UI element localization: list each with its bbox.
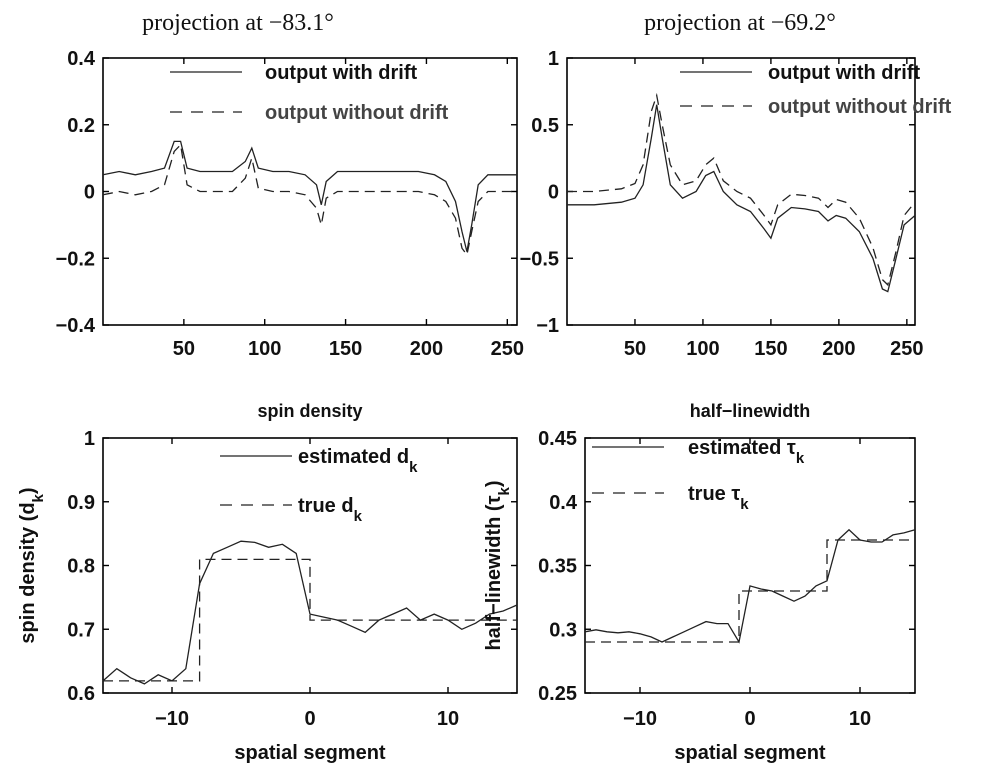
y-tick-label: 0.4: [549, 492, 578, 514]
y-tick-label: 0: [84, 182, 95, 204]
y-tick-label: 0.5: [531, 115, 559, 137]
x-axis-label: spatial segment: [234, 742, 386, 764]
y-tick-label: 0.4: [67, 48, 96, 70]
legend-label: estimated dk: [298, 446, 418, 476]
y-tick-label: 0.3: [549, 619, 577, 641]
plot-frame: [584, 437, 916, 694]
series-line-solid: [584, 528, 916, 644]
y-tick-label: 0.35: [538, 556, 577, 578]
series-line-solid: [102, 540, 518, 685]
legend-label: output with drift: [768, 62, 921, 84]
x-tick-label: 250: [491, 338, 524, 360]
chart-panel-3: spin density 1 0.9 0.8 0.7 0.6 −10 0 10 spatial s…: [17, 401, 518, 764]
legend-label: estimated τk: [688, 437, 805, 467]
y-tick-label: 0.6: [67, 683, 95, 705]
x-tick-label: 0: [304, 708, 315, 730]
x-tick-label: 0: [744, 708, 755, 730]
x-tick-label: 10: [849, 708, 871, 730]
y-tick-label: −0.2: [56, 248, 95, 270]
series-line-solid: [102, 140, 517, 252]
y-tick-label: 0.25: [538, 683, 577, 705]
y-tick-label: −0.4: [56, 315, 96, 337]
legend-label: output with drift: [265, 62, 418, 84]
x-tick-label: 100: [686, 338, 719, 360]
x-tick-label: 200: [822, 338, 855, 360]
x-tick-label: 150: [329, 338, 362, 360]
x-tick-label: 50: [173, 338, 195, 360]
x-tick-label: 10: [437, 708, 459, 730]
y-tick-label: 0.9: [67, 492, 95, 514]
y-axis-label: half−linewidth (τk): [483, 480, 513, 650]
series-line-dashed: [102, 143, 517, 257]
y-tick-label: 1: [548, 48, 559, 70]
x-tick-label: 150: [754, 338, 787, 360]
y-axis-label: spin density (dk): [17, 487, 47, 643]
plot-frame: [102, 57, 518, 326]
x-tick-label: 100: [248, 338, 281, 360]
chart-title: projection at −69.2°: [644, 10, 836, 36]
chart-title: projection at −83.1°: [142, 10, 334, 36]
chart-panel-4: half−linewidth 0.45 0.4 0.35 0.3 0.25 −10 0 10 sp…: [483, 401, 916, 764]
series-line-dashed: [103, 558, 517, 682]
chart-title: half−linewidth: [690, 401, 811, 421]
y-tick-label: 0.45: [538, 428, 577, 450]
y-tick-label: 0: [548, 182, 559, 204]
chart-panel-2: projection at −69.2° 1 0.5 0 −0.5 −1 50 100 150 2…: [520, 10, 952, 360]
series-line-solid: [567, 104, 916, 293]
x-tick-label: 200: [410, 338, 443, 360]
x-tick-label: 50: [624, 338, 646, 360]
y-tick-label: 0.2: [67, 115, 95, 137]
legend-label: true τk: [688, 483, 749, 513]
y-tick-label: −1: [536, 315, 559, 337]
x-tick-label: −10: [623, 708, 657, 730]
x-tick-label: 250: [890, 338, 923, 360]
x-axis-label: spatial segment: [674, 742, 826, 764]
series-line-dashed: [585, 539, 915, 643]
y-tick-label: −0.5: [520, 248, 559, 270]
y-tick-label: 0.8: [67, 556, 95, 578]
x-tick-label: −10: [155, 708, 189, 730]
legend-label: true dk: [298, 495, 363, 525]
y-tick-label: 1: [84, 428, 95, 450]
series-line-dashed: [567, 92, 916, 287]
plot-frame: [102, 437, 518, 694]
legend-label: output without drift: [265, 102, 449, 124]
chart-title: spin density: [257, 401, 362, 421]
y-tick-label: 0.7: [67, 619, 95, 641]
chart-panel-1: projection at −83.1° 0.4 0.2 0 −0.2 −0.4 50 100…: [56, 10, 524, 360]
legend-label: output without drift: [768, 96, 952, 118]
